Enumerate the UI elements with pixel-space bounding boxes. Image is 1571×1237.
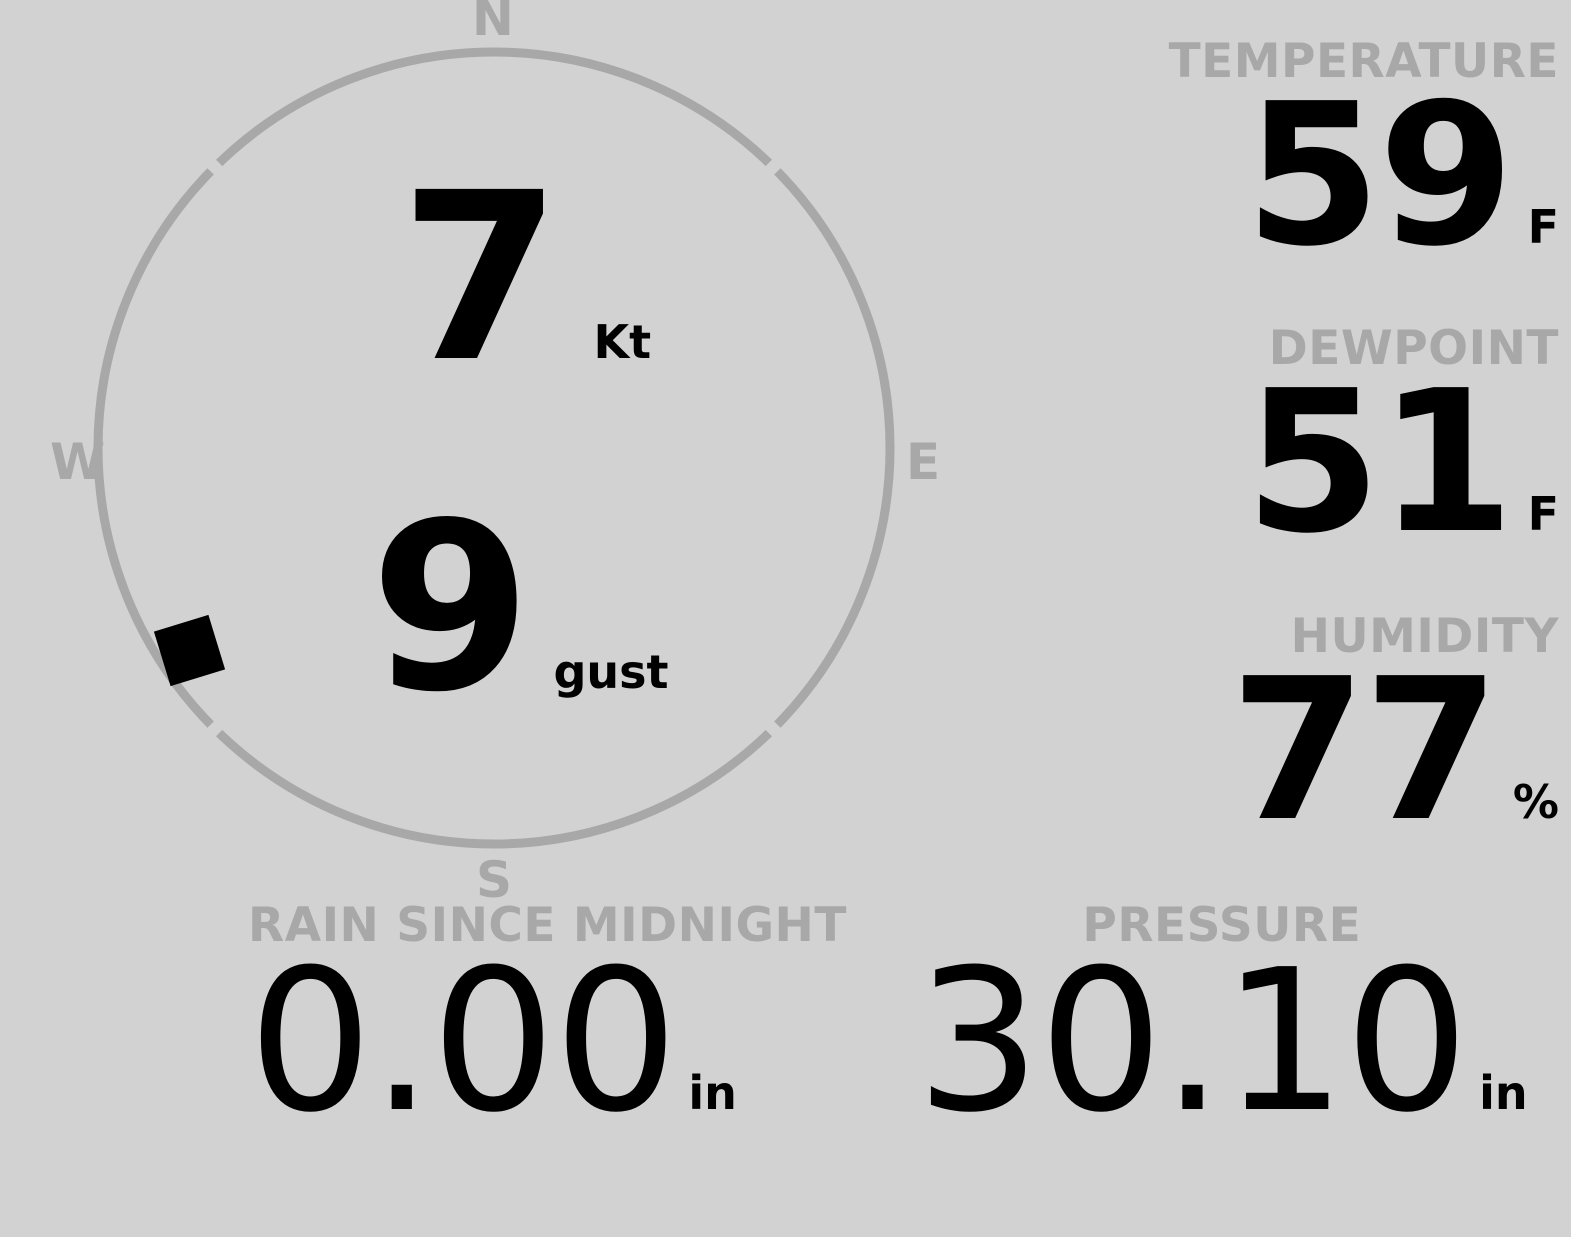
compass-tick-se <box>763 718 785 741</box>
wind-direction-marker <box>153 614 226 687</box>
stat-block-humidity: HUMIDITY 77 % <box>1230 609 1559 865</box>
wind-speed-value: 7 <box>400 143 561 413</box>
compass-label-east: E <box>906 433 941 491</box>
humidity-valueline: 77 % <box>1230 637 1559 865</box>
compass-label-west: W <box>50 433 106 491</box>
compass-tick-nw <box>203 155 225 178</box>
temperature-unit: F <box>1527 200 1559 254</box>
temperature-value: 59 <box>1244 62 1515 290</box>
compass-ring-circle <box>93 47 895 849</box>
temperature-valueline: 59 F <box>1169 62 1559 290</box>
compass-tick-ne <box>763 155 785 178</box>
humidity-value: 77 <box>1230 637 1500 865</box>
humidity-unit: % <box>1512 775 1559 829</box>
compass-tick-sw <box>203 718 225 741</box>
compass-label-south: S <box>476 851 513 909</box>
pressure-valueline: 30.10 in <box>916 928 1528 1156</box>
rain-value: 0.00 <box>248 928 678 1156</box>
rain-valueline: 0.00 in <box>248 928 847 1156</box>
wind-gust-unit: gust <box>553 645 669 699</box>
pressure-label: PRESSURE <box>1082 898 1362 953</box>
compass-label-north: N <box>472 0 514 47</box>
stat-block-pressure: PRESSURE 30.10 in <box>916 898 1528 1156</box>
stat-block-rain: RAIN SINCE MIDNIGHT 0.00 in <box>248 898 847 1156</box>
temperature-label: TEMPERATURE <box>1168 34 1559 89</box>
wind-gust-value: 9 <box>370 473 531 743</box>
rain-label: RAIN SINCE MIDNIGHT <box>248 898 847 953</box>
dewpoint-label: DEWPOINT <box>1268 321 1559 376</box>
pressure-unit: in <box>1479 1066 1528 1120</box>
wind-compass-gauge[interactable]: N S W E 7 Kt 9 gust <box>0 0 990 910</box>
wind-gust-readout: 9 gust <box>370 473 669 743</box>
humidity-label: HUMIDITY <box>1290 609 1559 664</box>
wind-speed-readout: 7 Kt <box>400 143 652 413</box>
compass-tick-marks <box>203 155 785 741</box>
stat-block-temperature: TEMPERATURE 59 F <box>1168 34 1559 290</box>
compass-ring-graphic <box>93 47 895 849</box>
stat-block-dewpoint: DEWPOINT 51 F <box>1244 321 1559 577</box>
dewpoint-valueline: 51 F <box>1244 349 1559 577</box>
rain-unit: in <box>688 1066 737 1120</box>
dewpoint-unit: F <box>1527 487 1559 541</box>
dewpoint-value: 51 <box>1244 349 1515 577</box>
pressure-value: 30.10 <box>916 928 1469 1156</box>
wind-speed-unit: Kt <box>593 315 652 369</box>
